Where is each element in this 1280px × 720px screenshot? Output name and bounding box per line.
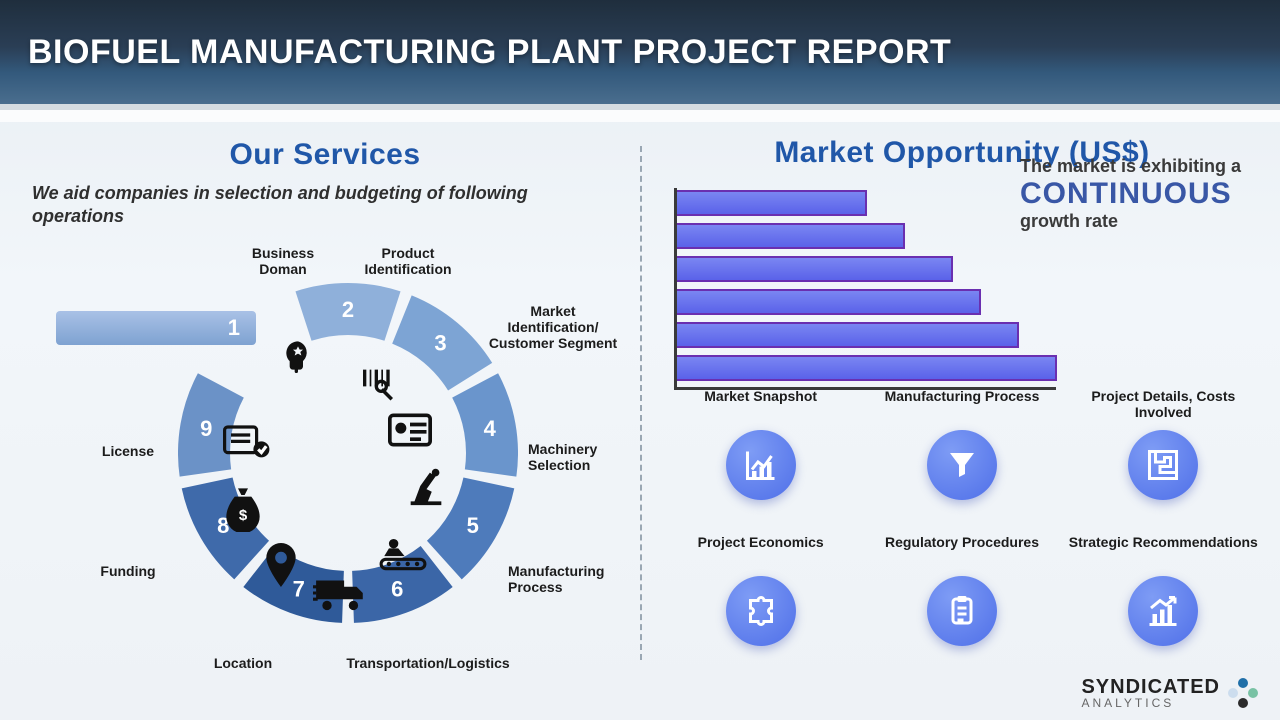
card-funnel: Manufacturing Process — [867, 388, 1056, 500]
growth-line3: growth rate — [1020, 211, 1270, 232]
market-bar-3 — [677, 256, 953, 282]
seg-label-4: Machinery Selection — [528, 441, 648, 473]
wheel-number-9: 9 — [200, 416, 212, 441]
wheel-number-6: 6 — [391, 576, 403, 601]
seg-label-3: Market Identification/ Customer Segment — [483, 303, 623, 351]
growth-icon — [1128, 576, 1198, 646]
market-bar-1 — [677, 190, 867, 216]
seg-label-7: Location — [188, 655, 298, 671]
puzzle-icon — [726, 576, 796, 646]
truck-icon — [313, 573, 369, 618]
money-bag-icon: $ — [223, 488, 263, 537]
seg-label-8: Funding — [83, 563, 173, 579]
robot-arm-icon — [403, 463, 449, 514]
card-label: Project Details, Costs Involved — [1069, 388, 1258, 422]
logo-dot — [1238, 698, 1248, 708]
wheel-number-3: 3 — [434, 331, 446, 356]
growth-line2: CONTINUOUS — [1020, 177, 1270, 211]
maze-icon — [1128, 430, 1198, 500]
brand-logo: SYNDICATED ANALYTICS — [1081, 676, 1258, 710]
id-card-icon — [388, 413, 432, 452]
chart-icon — [726, 430, 796, 500]
seg-label-5: Manufacturing Process — [508, 563, 648, 595]
card-grid: Market Snapshot Manufacturing Process Proj… — [666, 388, 1258, 646]
logo-dot — [1238, 678, 1248, 688]
market-bar-5 — [677, 322, 1019, 348]
wheel-number-4: 4 — [484, 416, 497, 441]
logo-dot — [1228, 688, 1238, 698]
certificate-icon — [223, 423, 271, 468]
logo-dot — [1248, 688, 1258, 698]
card-maze: Project Details, Costs Involved — [1069, 388, 1258, 500]
services-wheel: 1 23456789 — [28, 233, 628, 693]
seg-label-1: Business Doman — [228, 245, 338, 277]
card-chart: Market Snapshot — [666, 388, 855, 500]
wheel-number-5: 5 — [467, 513, 479, 538]
card-label: Project Economics — [698, 534, 824, 568]
growth-callout: The market is exhibiting a CONTINUOUS gr… — [1020, 156, 1270, 232]
page-title: BIOFUEL MANUFACTURING PLANT PROJECT REPO… — [28, 33, 951, 72]
card-label: Strategic Recommendations — [1069, 534, 1258, 568]
pin-icon — [263, 543, 299, 592]
seg-label-9: License — [83, 443, 173, 459]
content: Our Services We aid companies in selecti… — [0, 128, 1280, 720]
market-bar-4 — [677, 289, 981, 315]
market-bar-2 — [677, 223, 905, 249]
wheel-number-2: 2 — [342, 297, 354, 322]
market-bar-6 — [677, 355, 1057, 381]
card-label: Manufacturing Process — [885, 388, 1040, 422]
clipboard-icon — [927, 576, 997, 646]
seg-label-2: Product Identification — [348, 245, 468, 277]
logo-mark — [1228, 678, 1258, 708]
idea-head-icon — [278, 338, 318, 383]
card-label: Market Snapshot — [704, 388, 817, 422]
header: BIOFUEL MANUFACTURING PLANT PROJECT REPO… — [0, 0, 1280, 110]
growth-line1: The market is exhibiting a — [1020, 156, 1270, 177]
card-label: Regulatory Procedures — [885, 534, 1039, 568]
seg-label-6: Transportation/Logistics — [328, 655, 528, 671]
funnel-icon — [927, 430, 997, 500]
card-growth: Strategic Recommendations — [1069, 534, 1258, 646]
services-heading: Our Services — [28, 138, 622, 172]
card-puzzle: Project Economics — [666, 534, 855, 646]
card-clipboard: Regulatory Procedures — [867, 534, 1056, 646]
svg-text:$: $ — [239, 507, 248, 524]
barcode-scan-icon — [358, 363, 398, 408]
market-panel: Market Opportunity (US$) The market is e… — [642, 128, 1280, 720]
services-subtitle: We aid companies in selection and budget… — [32, 182, 618, 227]
services-panel: Our Services We aid companies in selecti… — [0, 128, 640, 720]
conveyor-icon — [378, 533, 428, 578]
market-bar-chart — [666, 180, 1056, 390]
